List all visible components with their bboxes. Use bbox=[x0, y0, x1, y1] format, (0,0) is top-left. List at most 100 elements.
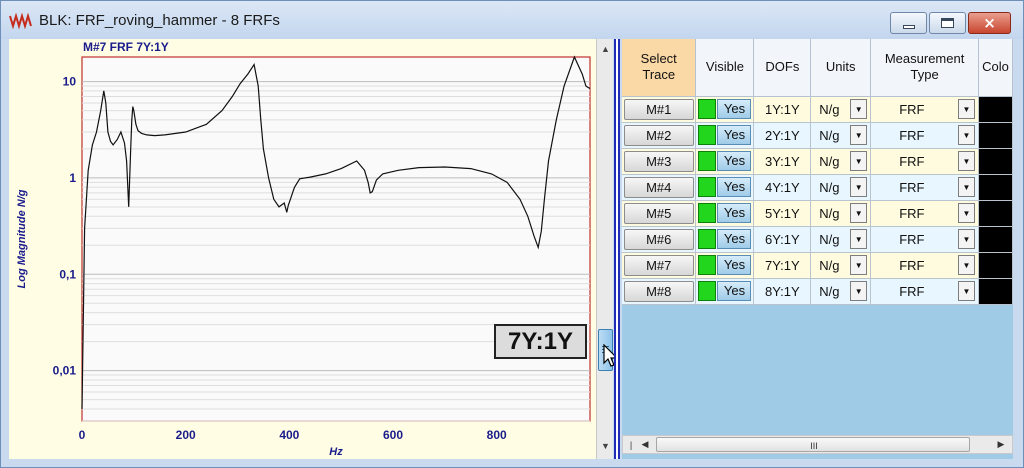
panel-splitter[interactable] bbox=[614, 39, 620, 459]
scroll-down-icon[interactable]: ▼ bbox=[601, 441, 610, 451]
chevron-down-icon[interactable]: ▼ bbox=[957, 125, 975, 145]
visible-toggle[interactable]: Yes bbox=[717, 203, 752, 223]
color-swatch[interactable] bbox=[978, 226, 1012, 252]
units-value: N/g bbox=[819, 231, 840, 247]
title-bar[interactable]: BLK: FRF_roving_hammer - 8 FRFs × bbox=[1, 1, 1023, 39]
y-tick-label: 0,1 bbox=[59, 267, 76, 281]
dof-cell: 1Y:1Y bbox=[753, 96, 812, 123]
y-tick-label: 0,01 bbox=[53, 364, 77, 378]
visible-indicator bbox=[698, 125, 717, 145]
scroll-left-icon[interactable]: ◀ bbox=[641, 439, 649, 449]
color-swatch[interactable] bbox=[978, 252, 1012, 278]
close-icon: × bbox=[983, 14, 996, 32]
chevron-down-icon[interactable]: ▼ bbox=[957, 177, 975, 197]
select-trace-button[interactable]: M#5 bbox=[623, 202, 694, 224]
minimize-icon bbox=[902, 25, 915, 29]
visible-toggle[interactable]: Yes bbox=[717, 99, 752, 119]
scroll-thumb[interactable]: III bbox=[656, 437, 970, 452]
chevron-down-icon[interactable]: ▼ bbox=[850, 125, 868, 145]
measurement-type-value: FRF bbox=[899, 205, 925, 221]
header-visible[interactable]: Visible bbox=[695, 39, 755, 97]
chevron-down-icon[interactable]: ▼ bbox=[850, 281, 868, 301]
plot-area[interactable] bbox=[81, 56, 591, 422]
dof-cell: 4Y:1Y bbox=[753, 174, 812, 201]
header-units[interactable]: Units bbox=[810, 39, 872, 97]
chart-vertical-scrollbar[interactable]: ▲ ▼ bbox=[596, 39, 613, 459]
chevron-down-icon[interactable]: ▼ bbox=[957, 255, 975, 275]
dof-cell: 8Y:1Y bbox=[753, 278, 812, 305]
units-value: N/g bbox=[819, 257, 840, 273]
color-swatch[interactable] bbox=[978, 96, 1012, 122]
units-value: N/g bbox=[819, 127, 840, 143]
units-value: N/g bbox=[819, 153, 840, 169]
maximize-button[interactable] bbox=[929, 12, 966, 34]
measurement-type-value: FRF bbox=[899, 257, 925, 273]
visible-indicator bbox=[698, 229, 717, 249]
header-color[interactable]: Colo bbox=[978, 39, 1013, 97]
measurement-type-value: FRF bbox=[899, 101, 925, 117]
header-measurement-type[interactable]: Measurement Type bbox=[870, 39, 979, 97]
maximize-icon bbox=[941, 18, 954, 28]
dof-cell: 7Y:1Y bbox=[753, 252, 812, 279]
visible-toggle[interactable]: Yes bbox=[717, 177, 752, 197]
header-dofs[interactable]: DOFs bbox=[753, 39, 812, 97]
select-trace-button[interactable]: M#6 bbox=[623, 228, 694, 250]
select-trace-button[interactable]: M#3 bbox=[623, 150, 694, 172]
select-trace-button[interactable]: M#2 bbox=[623, 124, 694, 146]
select-trace-button[interactable]: M#4 bbox=[623, 176, 694, 198]
scroll-right-icon[interactable]: ▶ bbox=[997, 439, 1005, 449]
chart-title: M#7 FRF 7Y:1Y bbox=[83, 40, 169, 54]
chevron-down-icon[interactable]: ▼ bbox=[850, 99, 868, 119]
frf-chart[interactable]: M#7 FRF 7Y:1Y 0,01 0,1 1 10 0 200 400 60… bbox=[9, 39, 596, 459]
chart-panel[interactable]: M#7 FRF 7Y:1Y 0,01 0,1 1 10 0 200 400 60… bbox=[9, 39, 596, 459]
x-tick-label: 200 bbox=[176, 428, 196, 442]
chevron-down-icon[interactable]: ▼ bbox=[957, 281, 975, 301]
color-swatch[interactable] bbox=[978, 122, 1012, 148]
chevron-down-icon[interactable]: ▼ bbox=[850, 177, 868, 197]
chevron-down-icon[interactable]: ▼ bbox=[850, 229, 868, 249]
visible-toggle[interactable]: Yes bbox=[717, 229, 752, 249]
table-row: M#7 Yes 7Y:1Y N/g ▼ FRF ▼ bbox=[622, 252, 1013, 279]
table-row: M#6 Yes 6Y:1Y N/g ▼ FRF ▼ bbox=[622, 226, 1013, 253]
x-tick-label: 600 bbox=[383, 428, 403, 442]
y-tick-label: 1 bbox=[69, 171, 76, 185]
measurement-type-value: FRF bbox=[899, 127, 925, 143]
y-axis-ticks: 0,01 0,1 1 10 bbox=[53, 75, 77, 378]
chevron-down-icon[interactable]: ▼ bbox=[957, 99, 975, 119]
chevron-down-icon[interactable]: ▼ bbox=[850, 203, 868, 223]
color-swatch[interactable] bbox=[978, 200, 1012, 226]
visible-indicator bbox=[698, 151, 717, 171]
table-row: M#1 Yes 1Y:1Y N/g ▼ FRF ▼ bbox=[622, 96, 1013, 123]
table-row: M#3 Yes 3Y:1Y N/g ▼ FRF ▼ bbox=[622, 148, 1013, 175]
select-trace-button[interactable]: M#7 bbox=[623, 254, 694, 276]
visible-toggle[interactable]: Yes bbox=[717, 125, 752, 145]
select-trace-button[interactable]: M#1 bbox=[623, 98, 694, 120]
units-value: N/g bbox=[819, 101, 840, 117]
dof-cell: 5Y:1Y bbox=[753, 200, 812, 227]
visible-indicator bbox=[698, 177, 717, 197]
color-swatch[interactable] bbox=[978, 148, 1012, 174]
scroll-up-icon[interactable]: ▲ bbox=[601, 44, 610, 54]
dof-cell: 3Y:1Y bbox=[753, 148, 812, 175]
color-swatch[interactable] bbox=[978, 278, 1012, 304]
close-button[interactable]: × bbox=[968, 12, 1011, 34]
window-title: BLK: FRF_roving_hammer - 8 FRFs bbox=[39, 12, 280, 29]
chevron-down-icon[interactable]: ▼ bbox=[957, 203, 975, 223]
visible-toggle[interactable]: Yes bbox=[717, 151, 752, 171]
units-value: N/g bbox=[819, 179, 840, 195]
chevron-down-icon[interactable]: ▼ bbox=[850, 255, 868, 275]
chevron-down-icon[interactable]: ▼ bbox=[850, 151, 868, 171]
chevron-down-icon[interactable]: ▼ bbox=[957, 151, 975, 171]
color-swatch[interactable] bbox=[978, 174, 1012, 200]
header-select-trace[interactable]: Select Trace bbox=[622, 39, 697, 97]
table-row: M#2 Yes 2Y:1Y N/g ▼ FRF ▼ bbox=[622, 122, 1013, 149]
minimize-button[interactable] bbox=[890, 12, 927, 34]
visible-toggle[interactable]: Yes bbox=[717, 281, 752, 301]
chevron-down-icon[interactable]: ▼ bbox=[957, 229, 975, 249]
scroll-left-end-icon[interactable]: | bbox=[629, 439, 633, 450]
trace-table: Select Trace Visible DOFs Units Measurem… bbox=[622, 39, 1013, 305]
grid-horizontal-scrollbar[interactable]: | ◀ III ▶ bbox=[622, 435, 1013, 454]
visible-toggle[interactable]: Yes bbox=[717, 255, 752, 275]
x-axis-label: Hz bbox=[329, 446, 343, 458]
select-trace-button[interactable]: M#8 bbox=[623, 280, 694, 302]
